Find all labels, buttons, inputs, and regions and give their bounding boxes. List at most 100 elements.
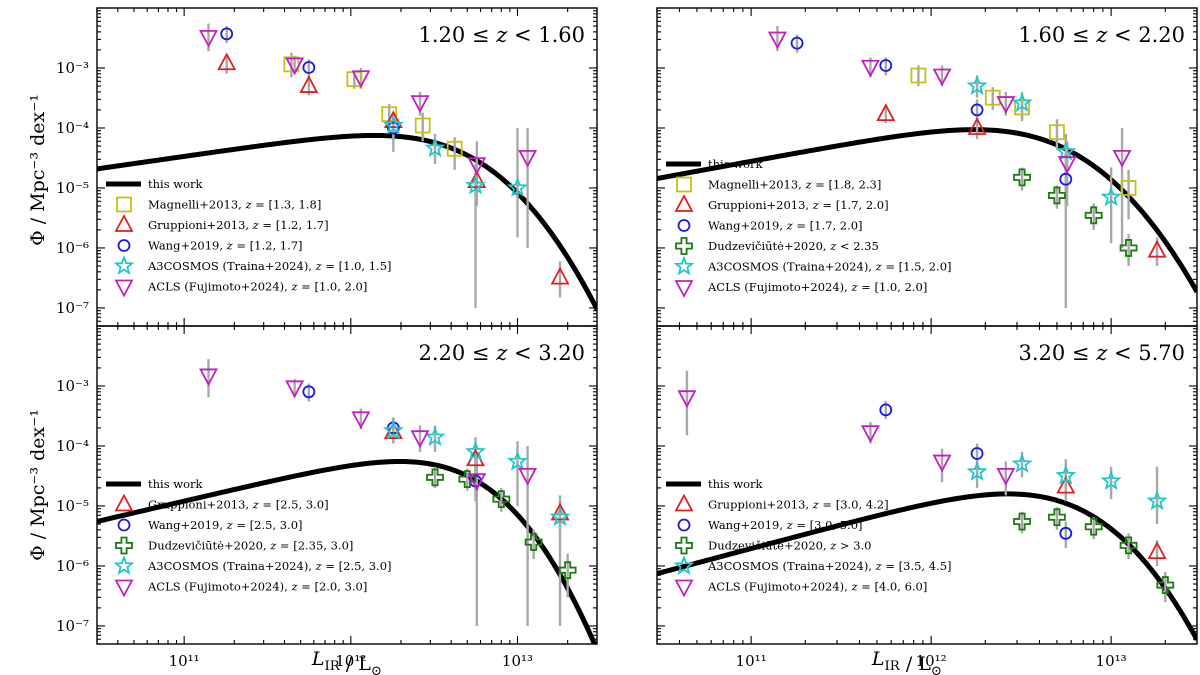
dudzeviciute-point bbox=[492, 490, 511, 509]
plot-area bbox=[657, 370, 1197, 641]
model-curve bbox=[657, 127, 1197, 294]
legend-label: A3COSMOS (Traina+2024), z = [2.5, 3.0] bbox=[147, 559, 392, 573]
acls-point bbox=[467, 473, 487, 492]
legend-marker-a3cosmos bbox=[113, 554, 135, 575]
dudzeviciute-point bbox=[1084, 517, 1103, 536]
y-tick-label: 10⁻⁷ bbox=[56, 617, 89, 635]
y-tick-label: 10⁻⁷ bbox=[56, 299, 89, 317]
gruppioni-point bbox=[1147, 541, 1167, 560]
y-axis-label-top: Φ / Mpc⁻³ dex⁻¹ bbox=[27, 94, 49, 246]
a3cosmos-point bbox=[1100, 186, 1122, 207]
gruppioni-point bbox=[550, 502, 570, 521]
dudzeviciute-point bbox=[1156, 576, 1175, 594]
legend-marker-magnelli bbox=[676, 176, 692, 193]
y-tick-label: 10⁻⁵ bbox=[56, 179, 89, 197]
a3cosmos-point bbox=[424, 426, 446, 447]
y-tick-label: 10⁻⁴ bbox=[56, 119, 89, 137]
y-tick-label: 10⁻³ bbox=[56, 377, 89, 395]
a3cosmos-point bbox=[506, 450, 528, 471]
legend-label: Magnelli+2013, z = [1.3, 1.8] bbox=[148, 198, 321, 212]
legend-label: Gruppioni+2013, z = [2.5, 3.0] bbox=[148, 498, 329, 512]
x-tick-label: 10¹³ bbox=[1096, 652, 1127, 670]
x-tick-label: 10¹² bbox=[335, 652, 366, 670]
magnelli-point bbox=[414, 117, 431, 134]
legend: this work Gruppioni+2013, z = [3.0, 4.2] W… bbox=[666, 477, 952, 598]
acls-point bbox=[1057, 156, 1077, 174]
wang-point bbox=[1059, 526, 1073, 540]
wang-point bbox=[879, 59, 893, 72]
wang-point bbox=[970, 103, 984, 117]
a3cosmos-point bbox=[382, 114, 404, 135]
acls-point bbox=[467, 157, 487, 176]
x-tick-label: 10¹² bbox=[916, 652, 947, 670]
panel-3: 10⁻³ 10⁻⁴ 10⁻⁵ 10⁻⁶ 10⁻⁷ 10¹¹ 10¹² 10¹³ 2.20 ≤ z… bbox=[56, 325, 598, 670]
gruppioni-point bbox=[1056, 475, 1076, 494]
legend-marker-wang bbox=[117, 518, 131, 532]
legend-marker-wang bbox=[117, 239, 131, 252]
panel-title: 3.20 ≤ z < 5.70 bbox=[1018, 341, 1185, 365]
panel-2: 1.60 ≤ z < 2.20 this work Magnelli+2013, z… bbox=[656, 7, 1198, 327]
legend-marker-gruppioni bbox=[114, 214, 134, 232]
acls-point bbox=[285, 57, 305, 76]
legend-label: A3COSMOS (Traina+2024), z = [1.5, 2.0] bbox=[707, 260, 952, 274]
legend-label: Gruppioni+2013, z = [1.7, 2.0] bbox=[708, 198, 889, 212]
wang-point bbox=[970, 447, 984, 460]
legend-label: this work bbox=[148, 477, 204, 491]
legend-label: Gruppioni+2013, z = [3.0, 4.2] bbox=[708, 498, 889, 512]
gruppioni-point bbox=[383, 110, 403, 129]
legend-marker-a3cosmos bbox=[673, 554, 695, 575]
legend-marker-dudzeviciute bbox=[115, 536, 133, 555]
legend-label: ACLS (Fujimoto+2024), z = [1.0, 2.0] bbox=[147, 280, 367, 294]
legend: this work Gruppioni+2013, z = [2.5, 3.0] W… bbox=[106, 477, 392, 598]
model-curve bbox=[657, 491, 1197, 641]
legend-label: Wang+2019, z = [1.7, 2.0] bbox=[708, 219, 863, 233]
legend-label: this work bbox=[708, 157, 764, 171]
legend-label: ACLS (Fujimoto+2024), z = [2.0, 3.0] bbox=[147, 580, 367, 594]
legend-label: Wang+2019, z = [2.5, 3.0] bbox=[148, 518, 303, 532]
legend-marker-a3cosmos bbox=[113, 254, 135, 275]
panel-1: 10⁻³ 10⁻⁴ 10⁻⁵ 10⁻⁶ 10⁻⁷ 1.20 ≤ z < 1.60 this … bbox=[56, 7, 598, 327]
gruppioni-point bbox=[876, 103, 896, 122]
legend-label: Wang+2019, z = [1.2, 1.7] bbox=[148, 239, 303, 253]
wang-point bbox=[302, 385, 316, 399]
gruppioni-point bbox=[467, 170, 487, 189]
x-tick-label: 10¹¹ bbox=[736, 652, 767, 670]
legend-label: this work bbox=[708, 477, 764, 491]
a3cosmos-point bbox=[1011, 452, 1033, 473]
a3cosmos-point bbox=[549, 506, 571, 527]
magnelli-point bbox=[1014, 99, 1030, 116]
acls-point bbox=[767, 31, 787, 50]
acls-point bbox=[860, 59, 880, 78]
dudzeviciute-point bbox=[1084, 206, 1103, 225]
acls-point bbox=[410, 95, 430, 114]
a3cosmos-point bbox=[1055, 464, 1077, 485]
panel-title: 2.20 ≤ z < 3.20 bbox=[418, 341, 585, 365]
model-curve bbox=[97, 458, 597, 644]
panel-title: 1.60 ≤ z < 2.20 bbox=[1018, 23, 1185, 47]
a3cosmos-point bbox=[1146, 490, 1168, 511]
x-axis-label-left: LIR / L⊙ bbox=[311, 648, 382, 675]
dudzeviciute-point bbox=[558, 561, 577, 580]
x-axis-label-right: LIR / L⊙ bbox=[871, 648, 942, 675]
gruppioni-point bbox=[1147, 239, 1167, 258]
y-tick-label: 10⁻⁵ bbox=[56, 497, 89, 515]
y-tick-label: 10⁻³ bbox=[56, 59, 89, 77]
panel-4: 10¹¹ 10¹² 10¹³ 3.20 ≤ z < 5.70 this work Grup… bbox=[656, 325, 1198, 670]
legend-label: Gruppioni+2013, z = [1.2, 1.7] bbox=[148, 218, 329, 232]
dudzeviciute-point bbox=[524, 533, 543, 551]
legend-label: Dudzevičiūtė+2020, z = [2.35, 3.0] bbox=[148, 539, 353, 553]
a3cosmos-point bbox=[465, 440, 487, 461]
dudzeviciute-point bbox=[1048, 186, 1066, 205]
wang-point bbox=[302, 61, 316, 74]
magnelli-point bbox=[446, 140, 463, 157]
y-tick-label: 10⁻⁶ bbox=[56, 557, 89, 575]
acls-point bbox=[351, 411, 371, 430]
dudzeviciute-point bbox=[1048, 508, 1066, 527]
legend-label: this work bbox=[148, 177, 204, 191]
legend-marker-acls bbox=[674, 579, 694, 598]
acls-point bbox=[932, 68, 952, 87]
gruppioni-point bbox=[299, 75, 319, 93]
panel-frame bbox=[96, 7, 598, 327]
plot-area bbox=[657, 26, 1197, 308]
